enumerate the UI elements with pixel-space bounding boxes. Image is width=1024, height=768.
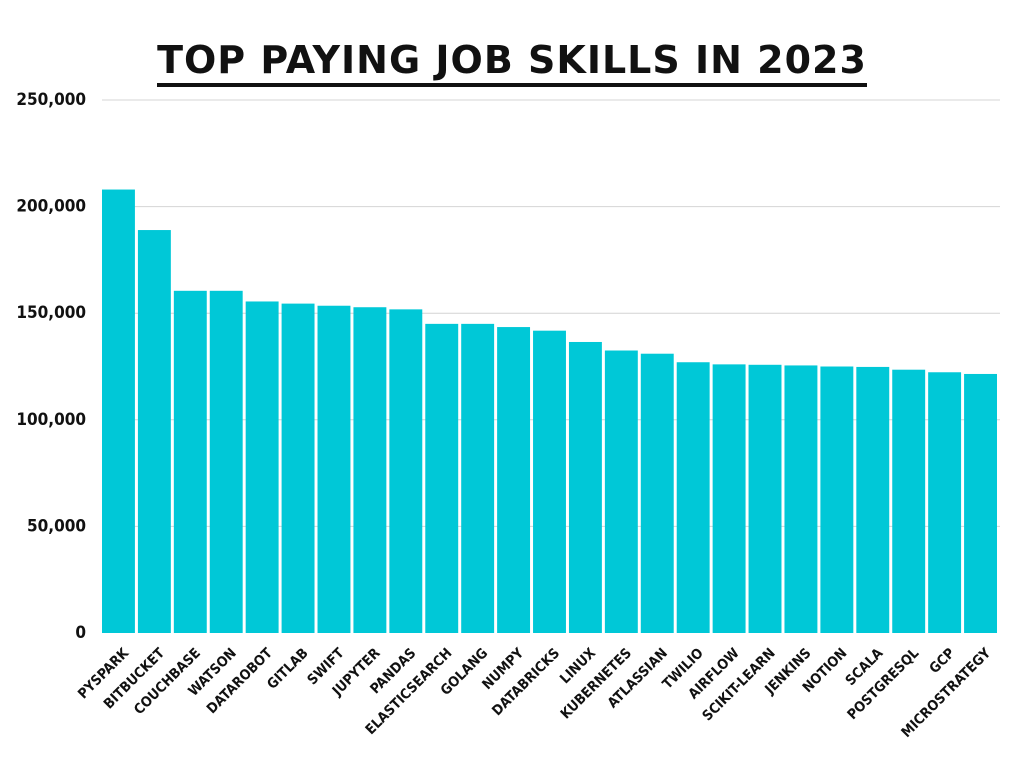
bar-atlassian	[640, 353, 674, 633]
bar-twilio	[676, 362, 710, 633]
bar-databricks	[533, 330, 566, 633]
bar-swift	[317, 305, 351, 633]
bar-gcp	[928, 372, 962, 633]
x-tick-label: GCP	[927, 645, 959, 677]
bar-postgresql	[892, 369, 926, 633]
bar-gitlab	[281, 303, 315, 633]
bar-golang	[461, 323, 495, 633]
bar-pyspark	[102, 189, 135, 634]
bar-scala	[856, 366, 890, 633]
y-tick-label: 100,000	[16, 410, 86, 430]
chart-title-text: TOP PAYING JOB SKILLS IN 2023	[157, 40, 867, 87]
bar-jupyter	[353, 307, 387, 633]
bar-kubernetes	[604, 350, 638, 633]
y-axis-ticks: 0 50,000 100,000 150,000 200,000 250,000	[16, 90, 86, 643]
bar-airflow	[712, 364, 746, 633]
bar-elasticsearch	[425, 323, 459, 633]
bars	[102, 189, 997, 634]
bar-scikit-learn	[748, 364, 782, 633]
bar-watson	[209, 290, 243, 633]
x-axis-labels: PYSPARKBITBUCKETCOUCHBASEWATSONDATAROBOT…	[75, 644, 995, 741]
y-tick-label: 250,000	[16, 90, 86, 110]
bar-pandas	[389, 309, 423, 633]
y-tick-label: 200,000	[16, 197, 86, 217]
y-tick-label: 150,000	[16, 303, 86, 323]
bar-bitbucket	[137, 230, 171, 634]
y-tick-label: 50,000	[27, 516, 86, 536]
chart-title: TOP PAYING JOB SKILLS IN 2023	[0, 38, 1024, 87]
y-tick-label: 0	[75, 623, 86, 643]
bar-jenkins	[784, 365, 818, 633]
bar-microstrategy	[964, 373, 997, 633]
bar-couchbase	[173, 290, 207, 633]
bar-notion	[820, 366, 854, 633]
bar-numpy	[497, 327, 531, 633]
bar-datarobot	[245, 301, 279, 633]
bar-linux	[568, 341, 602, 633]
